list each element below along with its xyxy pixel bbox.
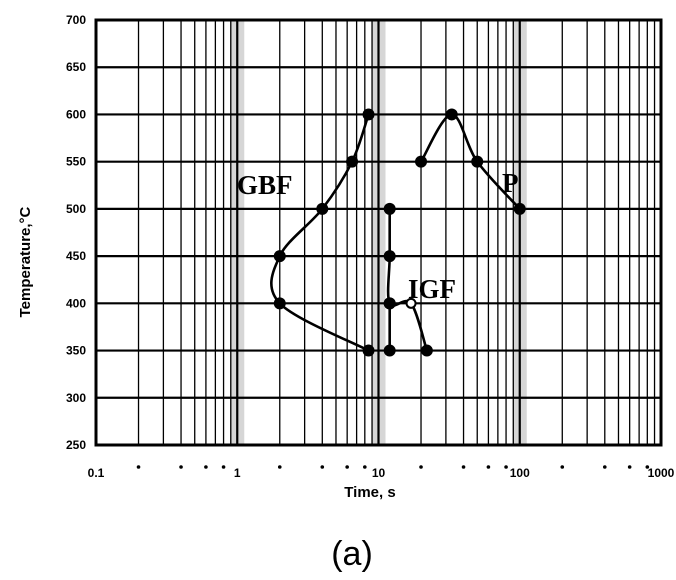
- p-region-label: P: [502, 168, 519, 198]
- p-data-point: [415, 155, 428, 168]
- x-minor-tick-dot: [136, 465, 141, 469]
- igf-data-point: [420, 344, 433, 357]
- y-tick-labels: 250 300 350 400 450 500 550 600 650 700: [66, 13, 86, 452]
- x-tick-labels: 0.1 1 10 100 1000: [88, 466, 675, 480]
- y-axis-title: Temperature,°C: [17, 206, 34, 317]
- x-minor-tick-dot: [461, 465, 466, 469]
- x-tick-label: 1: [234, 466, 241, 480]
- figure-caption: (a): [331, 535, 373, 573]
- plot-frame: [94, 18, 663, 447]
- x-minor-tick-dot: [486, 465, 491, 469]
- x-minor-tick-dot: [419, 465, 423, 469]
- transformation-curves: [270, 113, 521, 352]
- gbf-data-point: [273, 297, 286, 310]
- x-minor-tick-dot: [504, 465, 508, 469]
- p-curve: [419, 113, 521, 210]
- igf-data-point: [383, 250, 396, 263]
- y-tick-label: 400: [66, 296, 86, 310]
- p-data-point: [471, 155, 484, 168]
- igf-data-point: [383, 202, 396, 215]
- gbf-data-point: [316, 202, 329, 215]
- y-tick-label: 500: [66, 202, 86, 216]
- y-tick-label: 350: [66, 344, 86, 358]
- y-tick-label: 300: [66, 391, 86, 405]
- x-axis-title: Time, s: [344, 484, 395, 501]
- x-minor-tick-dot: [345, 465, 349, 469]
- x-minor-tick-dot: [627, 465, 632, 469]
- x-tick-label: 100: [510, 466, 530, 480]
- x-tick-label: 10: [372, 466, 386, 480]
- igf-data-point: [405, 297, 417, 309]
- connector-data-point: [383, 297, 396, 310]
- gbf-region-label: GBF: [237, 170, 293, 200]
- gbf-data-point: [362, 108, 375, 121]
- plot-grid: [96, 18, 661, 447]
- y-tick-label: 450: [66, 249, 86, 263]
- igf-region-label: IGF: [408, 274, 456, 304]
- x-minor-tick-dot: [320, 465, 325, 469]
- x-minor-tick-dot: [179, 465, 183, 469]
- x-minor-tick-dot: [204, 465, 208, 469]
- gbf-curve: [270, 114, 370, 352]
- connector-data-point: [383, 344, 396, 357]
- x-minor-tick-dot: [221, 465, 226, 469]
- p-data-point: [445, 108, 458, 121]
- x-tick-label: 1000: [648, 466, 675, 480]
- gbf-data-point: [273, 250, 286, 263]
- x-minor-tick-dot: [560, 465, 565, 469]
- p-data-point: [513, 202, 526, 215]
- gbf-data-point: [346, 155, 359, 168]
- x-tick-label: 0.1: [88, 466, 105, 480]
- gbf-data-point: [362, 344, 375, 357]
- y-tick-label: 600: [66, 107, 86, 121]
- y-tick-label: 650: [66, 60, 86, 74]
- y-tick-label: 250: [66, 438, 86, 452]
- x-minor-tick-dot: [277, 465, 282, 469]
- x-minor-tick-dot: [645, 465, 650, 469]
- data-markers: [273, 108, 526, 357]
- y-tick-label: 700: [66, 13, 86, 27]
- x-minor-tick-dot: [363, 465, 367, 469]
- x-minor-tick-dot: [602, 465, 607, 469]
- x-minor-tick-marks: [136, 465, 650, 469]
- y-tick-label: 550: [66, 155, 86, 169]
